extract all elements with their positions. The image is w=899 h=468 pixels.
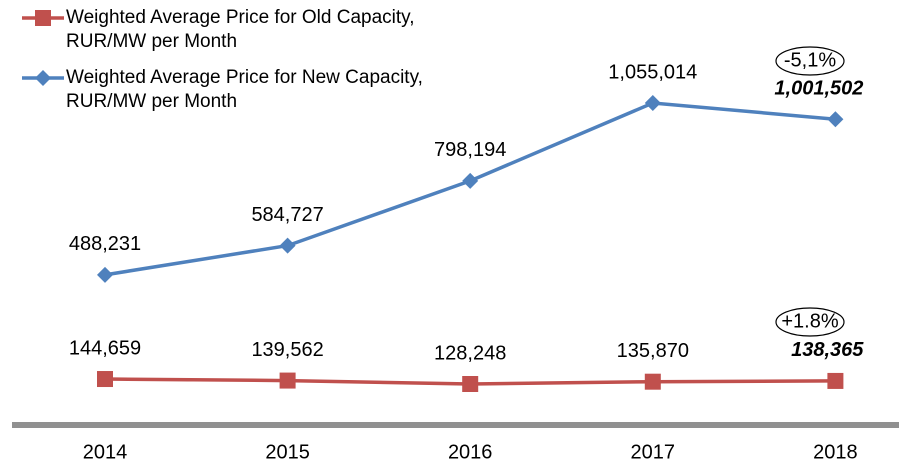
data-point [827,111,844,128]
data-label: 138,365 [791,339,864,361]
series-line [104,101,836,277]
data-label: 1,055,014 [608,61,697,83]
data-point [279,372,296,389]
data-label: 1,001,502 [774,78,863,100]
data-point [644,373,661,390]
legend-label: Weighted Average Price for Old Capacity,… [66,7,415,52]
data-label: 128,248 [434,342,506,364]
x-tick-label: 2018 [813,441,858,463]
x-tick-label: 2015 [265,441,310,463]
data-label: 144,659 [69,337,141,359]
data-point [462,172,479,189]
data-label: 139,562 [251,339,323,361]
x-tick-label: 2016 [448,441,493,463]
x-tick-label: 2014 [83,441,128,463]
data-point [279,237,296,254]
data-point [827,372,844,389]
legend-marker [35,70,51,86]
x-tick-label: 2017 [631,441,676,463]
data-label: 798,194 [434,139,506,161]
legend-label: Weighted Average Price for New Capacity,… [66,67,423,112]
data-label: 135,870 [617,340,689,362]
data-label: 488,231 [69,233,141,255]
data-point [97,371,113,388]
annotation: +1.8% [781,310,838,332]
data-label: 584,727 [251,204,323,226]
annotation-oval [775,307,845,337]
x-axis [12,422,899,428]
annotation-oval [775,46,845,76]
legend-marker [35,10,51,26]
data-point [462,376,479,392]
data-point [97,266,113,283]
annotation: -5,1% [784,49,836,71]
data-point [644,95,661,111]
